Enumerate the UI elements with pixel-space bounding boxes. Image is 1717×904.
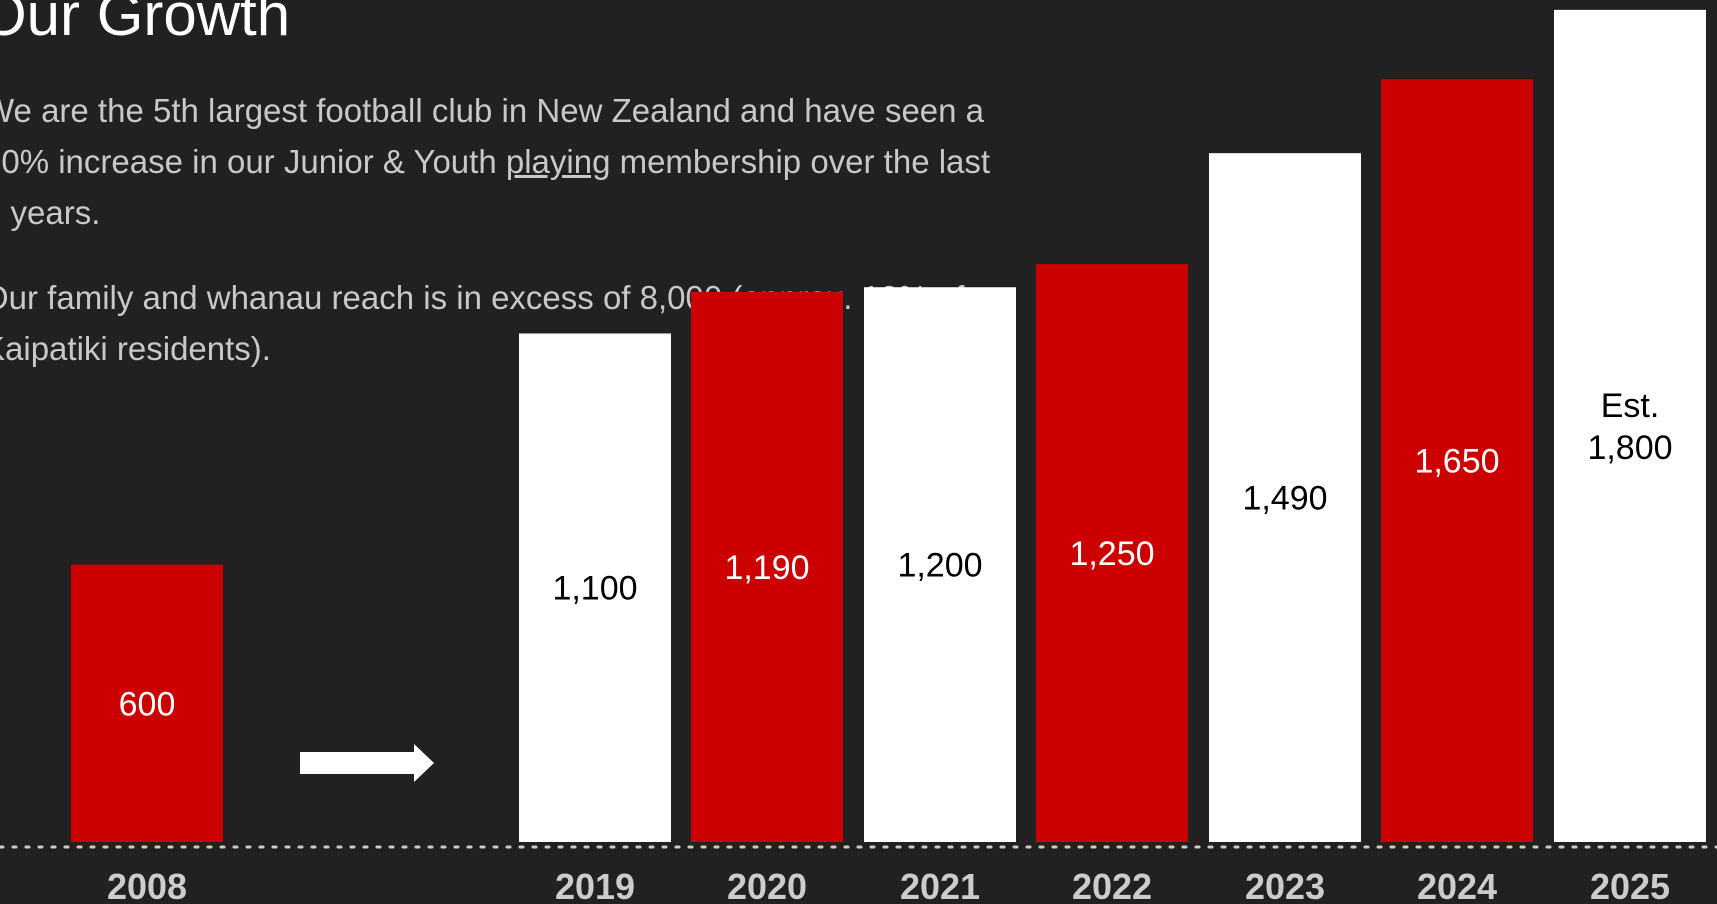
bar-2025 xyxy=(1554,9,1706,843)
bar-value-label-2019: 1,100 xyxy=(552,570,637,608)
bar-value-label-2023: 1,490 xyxy=(1242,480,1327,518)
bar-2024 xyxy=(1381,79,1533,842)
bar-value-label-2025-line2: 1,800 xyxy=(1587,429,1672,467)
x-tick-label-2020: 2020 xyxy=(727,866,807,904)
bar-value-label-2008: 600 xyxy=(119,685,176,723)
x-tick-label-2019: 2019 xyxy=(555,866,635,904)
bar-2023 xyxy=(1209,153,1361,843)
bar-2020 xyxy=(691,291,843,842)
bar-value-label-2021: 1,200 xyxy=(897,547,982,585)
growth-paragraph-text: We are the 5th largest football club in … xyxy=(0,92,985,180)
bars-group: 600 1,100 1,190 1,200 1,250 1,490 1,650 Est. 1,8… xyxy=(71,9,1706,843)
bar-2021 xyxy=(864,287,1016,842)
growth-paragraph: We are the 5th largest football club in … xyxy=(0,85,993,238)
x-tick-label-2008: 2008 xyxy=(107,866,187,904)
x-tick-label-2025: 2025 xyxy=(1590,866,1670,904)
bar-2019 xyxy=(519,333,671,842)
bar-value-label-2024: 1,650 xyxy=(1414,443,1499,481)
x-tick-label-2022: 2022 xyxy=(1072,866,1152,904)
bar-value-label-2022: 1,250 xyxy=(1069,535,1154,573)
x-tick-label-2023: 2023 xyxy=(1245,866,1325,904)
x-tick-label-2024: 2024 xyxy=(1417,866,1497,904)
bar-2008 xyxy=(71,564,223,842)
x-axis-ticks: 2008 2019 2020 2021 2022 2023 2024 2025 xyxy=(107,866,1670,904)
x-tick-label-2021: 2021 xyxy=(900,866,980,904)
bar-value-label-2020: 1,190 xyxy=(724,549,809,587)
bar-2022 xyxy=(1036,264,1188,842)
bar-value-label-2025-line1: Est. xyxy=(1601,387,1660,425)
right-arrow-icon xyxy=(300,744,434,782)
growth-paragraph-tail: membership over the last 8 years. xyxy=(0,143,991,231)
underlined-word: playing xyxy=(505,143,611,180)
slide-title: Our Growth xyxy=(0,0,291,48)
